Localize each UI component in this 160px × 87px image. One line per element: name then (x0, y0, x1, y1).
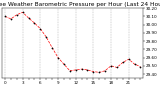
Title: Milwaukee Weather Barometric Pressure per Hour (Last 24 Hours): Milwaukee Weather Barometric Pressure pe… (0, 2, 160, 7)
